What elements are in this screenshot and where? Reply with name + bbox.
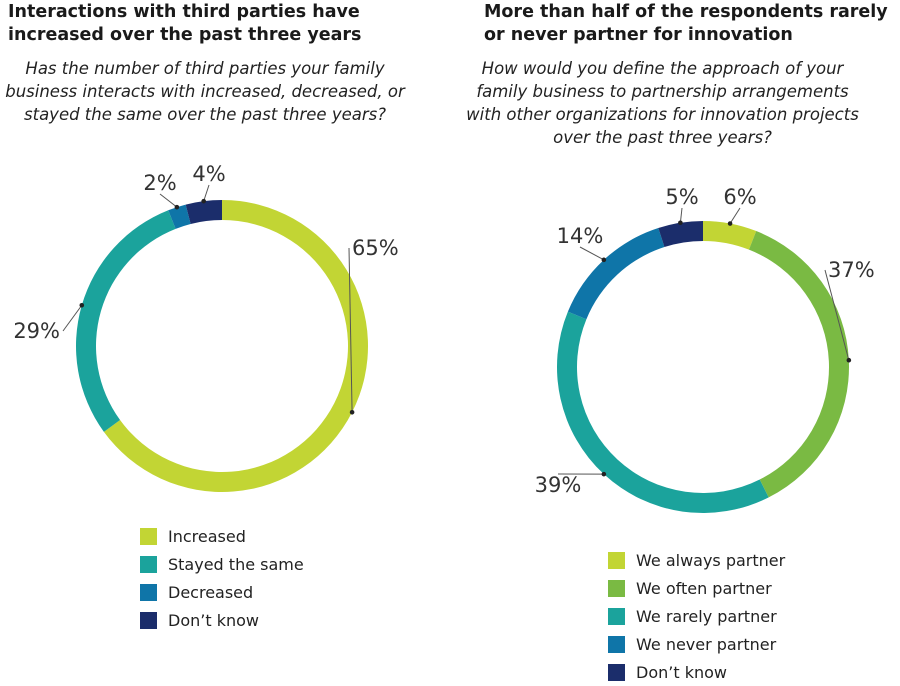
legend-label: We never partner bbox=[636, 634, 777, 654]
leader-dot-we-never-partner bbox=[601, 257, 607, 263]
slice-we-always-partner bbox=[703, 221, 757, 250]
legend-swatch bbox=[608, 635, 625, 653]
legend-swatch bbox=[140, 611, 157, 629]
leader-dot-dont-know bbox=[201, 198, 207, 204]
slice-we-often-partner bbox=[748, 231, 849, 498]
leader-line-we-always-partner bbox=[729, 207, 741, 224]
legend-label: Increased bbox=[168, 526, 246, 546]
legend-item-stayed-the-same: Stayed the same bbox=[140, 550, 304, 578]
donut-chart-innovation-partnering: 6% 37% 39% 14% 5% bbox=[535, 185, 875, 513]
legend-item-decreased: Decreased bbox=[140, 578, 304, 606]
legend-swatch bbox=[608, 551, 625, 569]
legend-item-we-often-partner: We often partner bbox=[608, 574, 785, 602]
legend-swatch bbox=[140, 527, 157, 545]
data-label-increased: 65% bbox=[352, 236, 399, 260]
data-label-we-never-partner: 14% bbox=[557, 224, 604, 248]
chart-title: More than half of the respondents rarely… bbox=[484, 2, 888, 45]
legend-item-we-always-partner: We always partner bbox=[608, 546, 785, 574]
legend-swatch bbox=[140, 583, 157, 601]
legend-swatch bbox=[140, 555, 157, 573]
legend-label: We often partner bbox=[636, 578, 772, 598]
leader-dot-increased bbox=[349, 409, 355, 415]
leader-dot-we-rarely-partner bbox=[601, 471, 607, 477]
legend-item-increased: Increased bbox=[140, 522, 304, 550]
legend-label: Decreased bbox=[168, 582, 254, 602]
slice-we-never-partner bbox=[567, 228, 665, 320]
data-label-stayed-the-same: 29% bbox=[13, 319, 60, 343]
leader-line-increased bbox=[348, 247, 353, 413]
legend-swatch bbox=[608, 663, 625, 681]
leader-line-we-never-partner bbox=[579, 246, 605, 261]
data-label-we-often-partner: 37% bbox=[828, 258, 875, 282]
chart-panel-left: Interactions with third parties have inc… bbox=[5, 2, 405, 634]
legend: Increased Stayed the same Decreased Don’t k… bbox=[140, 522, 304, 634]
leader-line-dont-know bbox=[679, 207, 683, 223]
slice-stayed-the-same bbox=[76, 210, 176, 432]
legend: We always partner We often partner We rare… bbox=[608, 546, 785, 686]
data-label-dont-know: 5% bbox=[665, 185, 698, 209]
slice-decreased bbox=[168, 204, 191, 229]
leader-dot-decreased bbox=[174, 204, 180, 210]
legend-item-we-never-partner: We never partner bbox=[608, 630, 785, 658]
legend-label: Don’t know bbox=[636, 662, 727, 682]
data-label-we-always-partner: 6% bbox=[723, 185, 756, 209]
leader-dot-we-often-partner bbox=[846, 357, 852, 363]
leader-line-decreased bbox=[159, 193, 178, 208]
slice-dont-know bbox=[185, 200, 222, 224]
leader-line-dont-know bbox=[203, 184, 210, 202]
legend-label: We always partner bbox=[636, 550, 786, 570]
legend-label: Stayed the same bbox=[168, 554, 304, 574]
slice-dont-know bbox=[658, 221, 703, 248]
legend-label: We rarely partner bbox=[636, 606, 777, 626]
slice-we-rarely-partner bbox=[557, 311, 769, 513]
data-label-we-rarely-partner: 39% bbox=[535, 473, 582, 497]
legend-item-dont-know: Don’t know bbox=[608, 658, 785, 686]
donut-chart-third-parties: 65% 29% 2% 4% bbox=[13, 162, 399, 493]
legend-item-dont-know: Don’t know bbox=[140, 606, 304, 634]
legend-label: Don’t know bbox=[168, 610, 259, 630]
leader-dot-we-always-partner bbox=[727, 221, 733, 226]
leader-line-stayed-the-same bbox=[62, 304, 83, 332]
legend-swatch bbox=[608, 607, 625, 625]
chart-title: Interactions with third parties have inc… bbox=[8, 2, 362, 45]
leader-dot-stayed-the-same bbox=[79, 302, 85, 308]
chart-subtitle: How would you define the approach of you… bbox=[466, 59, 859, 147]
leader-dot-dont-know bbox=[678, 220, 683, 226]
chart-panel-right: More than half of the respondents rarely… bbox=[450, 0, 900, 686]
legend-swatch bbox=[608, 579, 625, 597]
leader-line-we-often-partner bbox=[824, 269, 850, 361]
data-label-decreased: 2% bbox=[143, 171, 176, 195]
chart-subtitle: Has the number of third parties your fam… bbox=[5, 59, 405, 124]
legend-item-we-rarely-partner: We rarely partner bbox=[608, 602, 785, 630]
data-label-dont-know: 4% bbox=[192, 162, 225, 186]
